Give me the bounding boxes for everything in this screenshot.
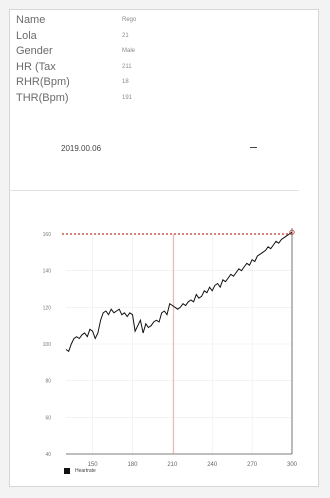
legend-swatch — [64, 468, 70, 474]
profile-value: Male — [122, 48, 136, 54]
x-tick-label: 240 — [207, 462, 218, 468]
y-tick-label: 100 — [43, 342, 52, 348]
y-tick-label: 40 — [45, 452, 51, 458]
profile-label: HR (Tax — [16, 60, 56, 73]
profile-value: 21 — [122, 32, 129, 39]
profile-label: Lola — [16, 29, 37, 42]
endpoint-marker — [289, 229, 295, 235]
session-date: 2019.00.06 — [61, 144, 102, 153]
profile-value: Rego — [122, 17, 137, 23]
profile-label: RHR(Bpm) — [16, 76, 70, 88]
y-tick-label: 120 — [43, 305, 52, 311]
x-tick-label: 210 — [167, 462, 178, 468]
profile-value: 18 — [122, 79, 129, 85]
x-tick-label: 270 — [247, 462, 258, 468]
legend-label: Heartrate — [75, 468, 96, 474]
divider — [9, 190, 299, 191]
y-tick-label: 80 — [45, 379, 51, 385]
y-tick-label: 140 — [43, 269, 52, 275]
profile-value: 211 — [122, 63, 132, 70]
x-tick-label: 180 — [127, 462, 138, 468]
profile-label: Gender — [16, 45, 53, 57]
profile-label: THR(Bpm) — [16, 91, 69, 104]
x-tick-label: 150 — [88, 462, 99, 468]
x-tick-label: 300 — [287, 462, 298, 468]
profile-value: 191 — [122, 94, 133, 101]
y-tick-label: 60 — [45, 415, 51, 421]
chart-legend: Heartrate — [64, 468, 96, 474]
collapse-icon[interactable] — [250, 147, 257, 148]
y-tick-label: 160 — [43, 232, 52, 238]
profile-label: Name — [16, 14, 46, 26]
heartrate-line — [65, 231, 293, 353]
